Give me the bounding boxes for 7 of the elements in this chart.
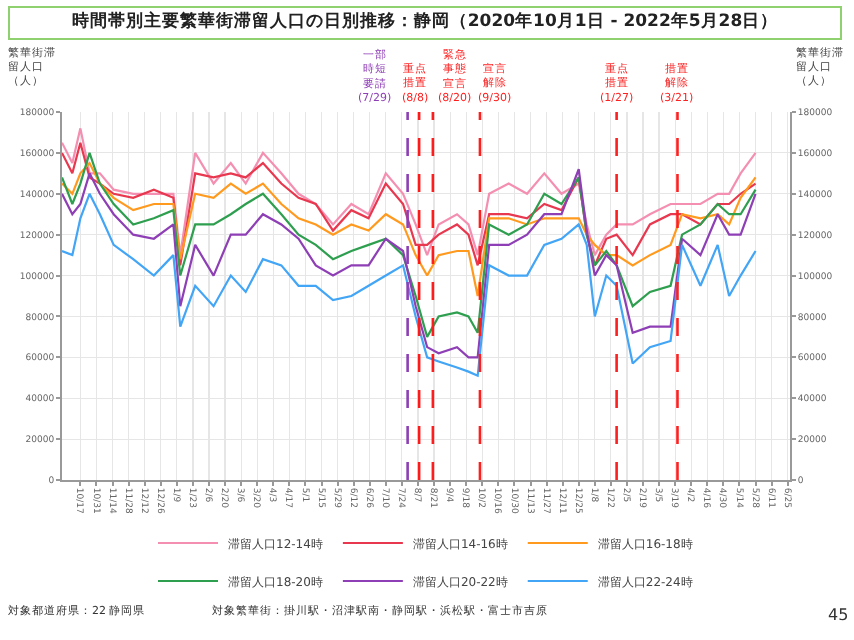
- line-series: [62, 192, 757, 377]
- chart-title: 時間帯別主要繁華街滞留人口の日別推移：静岡（2020年10月1日 - 2022年5月28日）: [8, 6, 842, 40]
- line-series: [62, 162, 757, 298]
- line-series: [62, 141, 757, 267]
- text: 45: [828, 606, 849, 624]
- line-series: [62, 127, 757, 257]
- line-series: [62, 151, 757, 338]
